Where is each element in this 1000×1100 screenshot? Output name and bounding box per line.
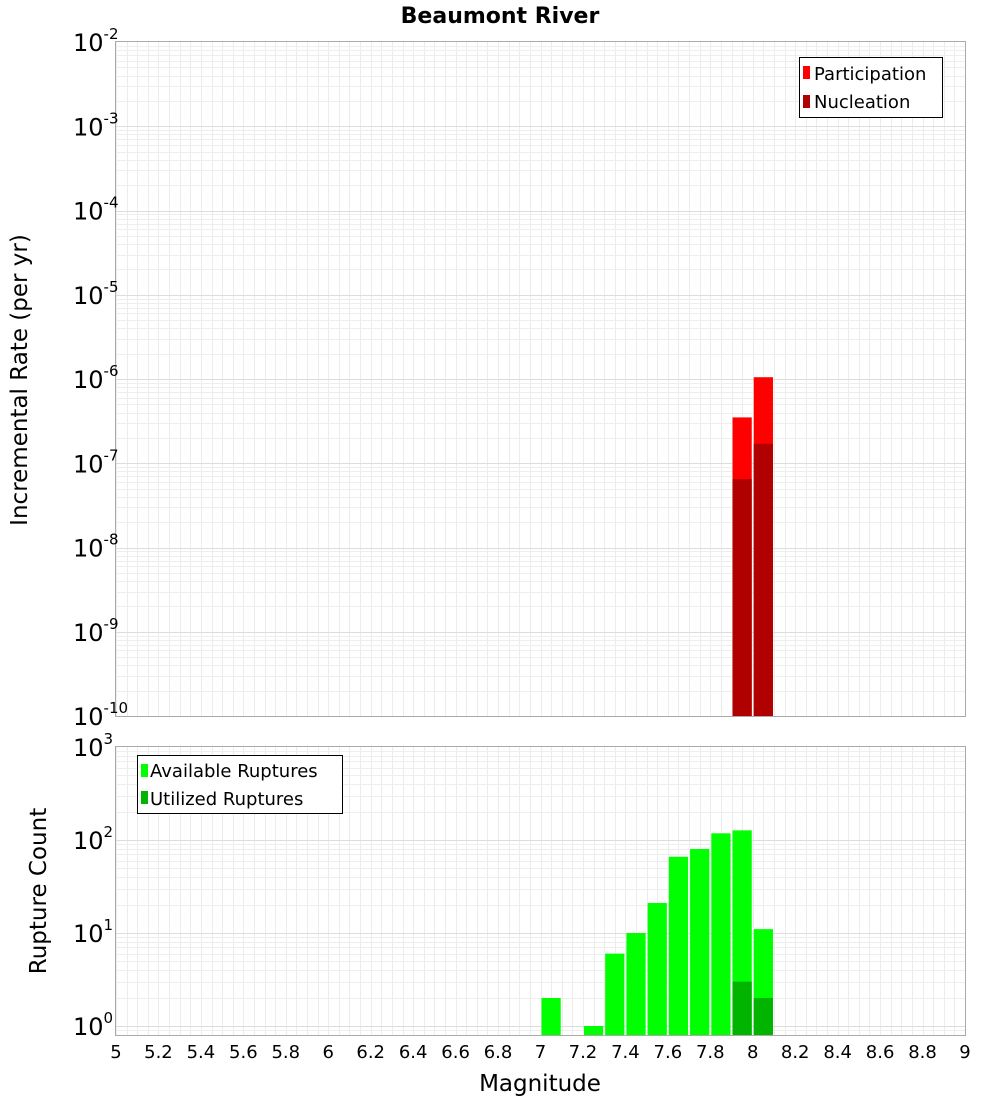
x-tick-label: 6.8: [484, 1042, 513, 1063]
x-tick-label: 6.6: [441, 1042, 470, 1063]
top-panel-bars: [732, 377, 773, 716]
top-legend: Participation Nucleation: [799, 57, 943, 118]
x-tick-label: 7.6: [654, 1042, 683, 1063]
legend-label-participation: Participation: [814, 64, 926, 85]
bottom-y-tick-label: 101: [73, 916, 113, 948]
legend-label-nucleation: Nucleation: [814, 92, 910, 113]
chart-title: Beaumont River: [401, 4, 600, 29]
bottom-bar-available-ruptures: [583, 1025, 604, 1035]
bottom-y-tick-label: 102: [73, 823, 113, 855]
bottom-bar-utilized-ruptures: [753, 997, 773, 1035]
x-tick-label: 7.4: [611, 1042, 640, 1063]
x-tick-label: 8.4: [823, 1042, 852, 1063]
x-tick-label: 7.2: [569, 1042, 598, 1063]
x-tick-label: 8.6: [866, 1042, 895, 1063]
top-y-tick-label: 10-5: [73, 278, 119, 310]
bottom-bar-available-ruptures: [668, 856, 689, 1035]
x-tick-label: 7: [535, 1042, 546, 1063]
top-y-tick-label: 10-4: [73, 194, 119, 226]
top-y-tick-label: 10-7: [73, 446, 119, 478]
top-bar-nucleation: [732, 479, 752, 716]
bottom-bar-available-ruptures: [647, 903, 667, 1035]
x-tick-label: 6.4: [399, 1042, 428, 1063]
bottom-bar-available-ruptures: [541, 997, 561, 1035]
legend-swatch-nucleation: [803, 95, 810, 108]
x-axis-label: Magnitude: [479, 1071, 601, 1097]
top-y-tick-label: 10-3: [73, 109, 119, 141]
x-tick-label: 8.8: [908, 1042, 937, 1063]
x-tick-labels: 5 5.2 5.4 5.6 5.8 6 6.2 6.4 6.6 6.8 7 7.2 7.4 7.6 7.8 8…: [110, 1042, 970, 1063]
bottom-legend: Available Ruptures Utilized Ruptures: [137, 755, 343, 814]
bottom-bar-available-ruptures: [626, 932, 646, 1035]
x-tick-label: 6: [323, 1042, 334, 1063]
bottom-bar-utilized-ruptures: [732, 981, 752, 1035]
top-y-tick-labels: 10-2 10-3 10-4 10-5 10-6 10-7 10-8 10-9 10-10: [73, 25, 128, 731]
top-y-tick-label: 10-8: [73, 531, 119, 563]
bottom-bar-available-ruptures: [690, 849, 710, 1035]
bottom-legend-frame: [137, 755, 343, 814]
x-tick-label: 5.4: [187, 1042, 216, 1063]
x-tick-label: 5: [110, 1042, 121, 1063]
top-y-axis-label: Incremental Rate (per yr): [7, 234, 33, 526]
legend-swatch-utilized-ruptures: [141, 791, 148, 804]
top-y-tick-label: 10-10: [73, 699, 128, 731]
x-tick-label: 5.8: [271, 1042, 300, 1063]
x-tick-label: 7.8: [696, 1042, 725, 1063]
top-bar-nucleation: [753, 443, 773, 716]
top-panel-grid: [116, 42, 966, 716]
legend-swatch-participation: [803, 66, 810, 79]
legend-label-available-ruptures: Available Ruptures: [150, 761, 318, 782]
bottom-y-axis-label: Rupture Count: [26, 808, 52, 974]
legend-swatch-available-ruptures: [141, 764, 148, 777]
bottom-bar-available-ruptures: [711, 833, 731, 1035]
x-tick-label: 6.2: [356, 1042, 385, 1063]
top-y-tick-label: 10-2: [73, 25, 119, 57]
top-legend-frame: [799, 57, 943, 118]
x-tick-label: 5.2: [144, 1042, 173, 1063]
bottom-y-tick-label: 103: [73, 730, 113, 762]
bottom-y-tick-label: 100: [73, 1009, 113, 1041]
top-y-tick-label: 10-6: [73, 362, 119, 394]
bottom-y-tick-labels: 103 102 101 100: [73, 730, 113, 1041]
x-tick-label: 8: [747, 1042, 758, 1063]
x-tick-label: 8.2: [781, 1042, 810, 1063]
x-tick-label: 9: [959, 1042, 970, 1063]
x-tick-label: 5.6: [229, 1042, 258, 1063]
bottom-panel-frame: [115, 746, 966, 1036]
top-y-tick-label: 10-9: [73, 615, 119, 647]
bottom-panel-bars: [541, 830, 773, 1035]
legend-label-utilized-ruptures: Utilized Ruptures: [150, 789, 303, 810]
bottom-bar-available-ruptures: [605, 953, 625, 1035]
top-panel-frame: [115, 41, 966, 717]
